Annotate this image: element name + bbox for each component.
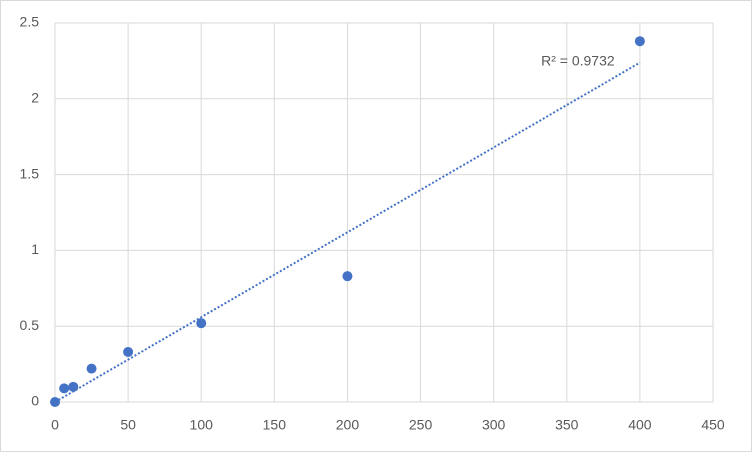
x-tick-label: 0	[51, 417, 59, 433]
point	[50, 397, 60, 407]
x-tick-label: 450	[701, 417, 725, 433]
point	[123, 346, 134, 357]
x-tick-label: 250	[409, 417, 433, 433]
y-tick-label: 0	[31, 393, 39, 409]
y-tick-label: 0.5	[20, 317, 40, 333]
point	[68, 381, 79, 392]
x-tick-label: 200	[336, 417, 360, 433]
y-tick-label: 2.5	[20, 14, 40, 30]
x-tick-label: 150	[263, 417, 287, 433]
x-tick-label: 100	[190, 417, 214, 433]
y-tick-label: 1.5	[20, 165, 40, 181]
y-tick-label: 1	[31, 241, 39, 257]
trendline	[54, 61, 641, 403]
point	[59, 383, 70, 394]
y-tick-label: 2	[31, 90, 39, 106]
point	[342, 271, 353, 282]
point	[86, 363, 97, 374]
trendline-label: R² = 0.9732	[541, 52, 615, 68]
x-tick-label: 300	[482, 417, 506, 433]
x-tick-label: 50	[120, 417, 136, 433]
x-tick-label: 400	[628, 417, 652, 433]
point	[634, 36, 645, 47]
point	[196, 318, 207, 329]
x-tick-label: 350	[555, 417, 579, 433]
